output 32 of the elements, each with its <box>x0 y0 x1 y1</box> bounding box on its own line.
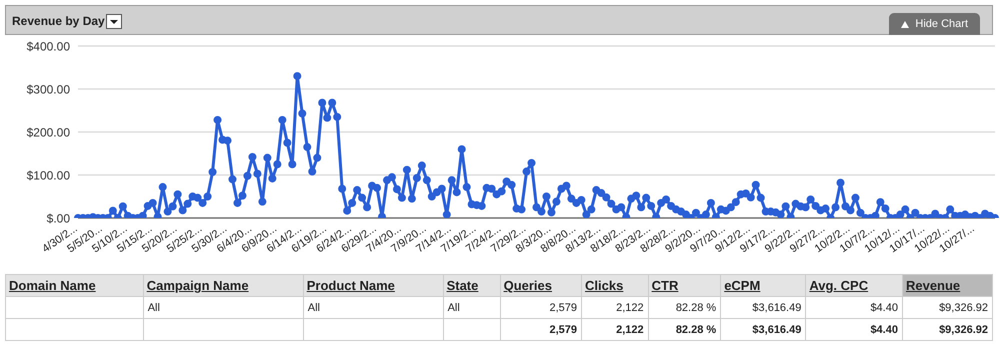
category-label: CTR <box>648 274 721 296</box>
category-label: Revenue <box>902 274 992 296</box>
text: 82.28 % <box>676 324 716 336</box>
y-tick-label: $300.00 <box>26 82 70 96</box>
category-label: Clicks <box>582 274 648 296</box>
category-label: Avg. CPC <box>806 274 902 296</box>
category-label: Product Name <box>303 274 444 296</box>
category-label: State <box>443 274 500 296</box>
text: All <box>308 302 320 314</box>
text: 2,122 <box>616 324 644 336</box>
text: All <box>448 302 460 314</box>
y-tick-label: $400.00 <box>26 39 70 54</box>
text: 2,579 <box>550 302 578 314</box>
chart-title: Revenue by Day <box>12 14 105 28</box>
text: $9,326.92 <box>939 324 988 336</box>
y-tick-label: $200.00 <box>26 125 70 140</box>
text: 2,579 <box>550 324 578 336</box>
category-label: Queries <box>500 274 582 296</box>
category-label: Campaign Name <box>143 274 304 296</box>
text: $9,326.92 <box>939 302 988 314</box>
text: $4.40 <box>870 302 898 314</box>
text: 82.28 % <box>676 302 716 314</box>
y-tick-label: $100.00 <box>26 168 70 182</box>
text: $3,616.49 <box>752 324 802 336</box>
text: Hide Chart <box>915 18 968 30</box>
y-tick-label: $.00 <box>46 211 70 226</box>
category-label: Domain Name <box>6 274 144 296</box>
text: All <box>148 302 160 314</box>
text: $4.40 <box>870 324 898 336</box>
category-label: eCPM <box>720 274 806 296</box>
text: 2,122 <box>616 302 644 314</box>
text: $3,616.49 <box>752 302 802 314</box>
